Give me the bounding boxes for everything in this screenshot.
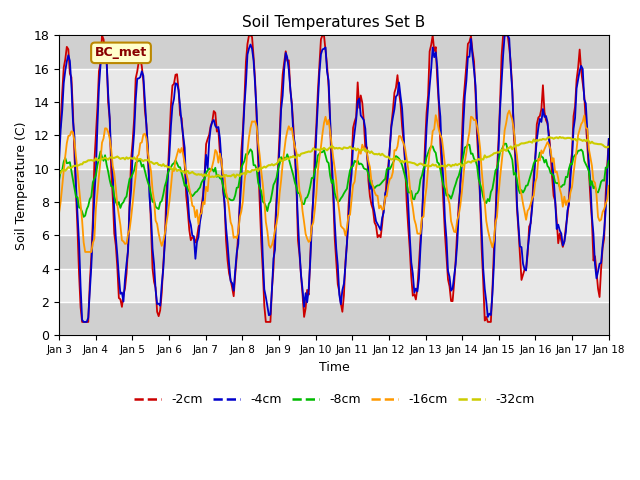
Bar bbox=[59, 36, 609, 69]
Bar bbox=[59, 69, 609, 102]
Bar bbox=[59, 102, 609, 135]
Bar bbox=[59, 302, 609, 335]
Bar bbox=[59, 168, 609, 202]
Y-axis label: Soil Temperature (C): Soil Temperature (C) bbox=[15, 121, 28, 250]
Title: Soil Temperatures Set B: Soil Temperatures Set B bbox=[243, 15, 426, 30]
X-axis label: Time: Time bbox=[319, 360, 349, 373]
Bar bbox=[59, 235, 609, 269]
Text: BC_met: BC_met bbox=[95, 47, 147, 60]
Bar bbox=[59, 135, 609, 168]
Bar bbox=[59, 202, 609, 235]
Legend: -2cm, -4cm, -8cm, -16cm, -32cm: -2cm, -4cm, -8cm, -16cm, -32cm bbox=[129, 388, 540, 411]
Bar bbox=[59, 269, 609, 302]
